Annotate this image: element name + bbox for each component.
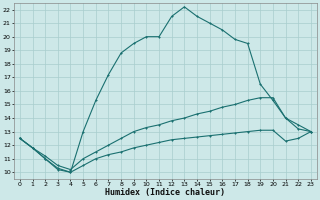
X-axis label: Humidex (Indice chaleur): Humidex (Indice chaleur) xyxy=(105,188,225,197)
